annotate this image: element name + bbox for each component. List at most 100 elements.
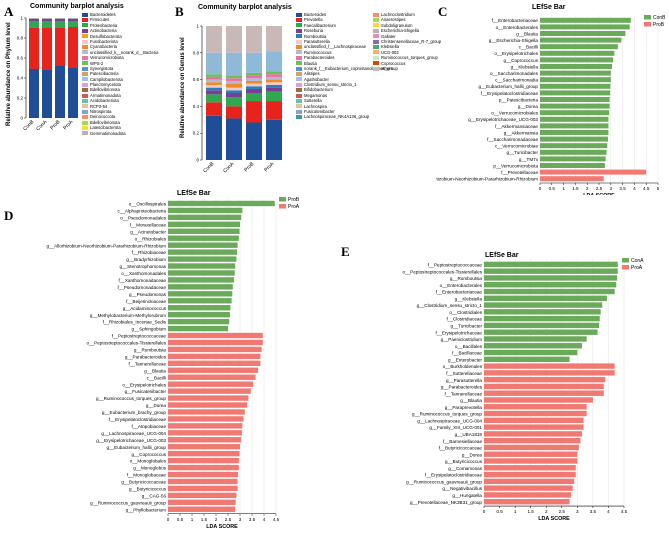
legend-a-swatch <box>82 61 88 66</box>
legend-b-item: Prevotella <box>296 17 398 22</box>
legend-a-text: Fusobacteriota <box>90 38 118 44</box>
lefse-c-legend-swatch <box>644 22 651 27</box>
lefse-c-x-tick-label: 1 <box>562 186 565 191</box>
lefse-c-bar-label: o__Saccharimonadales <box>490 71 539 76</box>
lefse-d-legend-swatch <box>279 204 286 209</box>
lefse-c-bar <box>540 50 615 56</box>
lefse-e-bar-label: o__Enterobacterales <box>440 283 483 288</box>
lefse-d-bar-label: f__Rhizobiales_Incertae_Sedis <box>103 320 167 325</box>
legend-b-text: Parabacteroides <box>304 55 335 61</box>
panel-c-label: C <box>438 4 448 19</box>
lefse-d-bar <box>168 437 242 443</box>
legend-b-item: Blautia <box>296 61 398 66</box>
lefse-d-bar-label: f__Pseudomonadaceae <box>117 285 166 290</box>
legend-a-text: Verrucomicrobiota <box>90 55 124 61</box>
bar-segment <box>246 86 262 89</box>
lefse-e-bar-label: g__UBA1819 <box>455 432 483 437</box>
legend-b-swatch <box>296 115 302 120</box>
legend-a-swatch <box>82 125 88 130</box>
legend-b-item: Anaerostipes <box>373 17 441 22</box>
lefse-c-bar-label: c__Saccharimonadia <box>495 78 538 83</box>
legend-b-item: Escherichia-Shigella <box>373 28 441 33</box>
legend-a-swatch <box>82 115 88 120</box>
legend-b-swatch <box>296 77 302 82</box>
lefse-c-bar-label: f__Saccharimonadaceae <box>487 137 538 142</box>
lefse-d-bar <box>168 353 261 360</box>
y-tick-label: 0.6 <box>193 77 200 82</box>
lefse-d-bar <box>168 228 240 234</box>
lefse-c-bar <box>540 70 611 76</box>
lefse-c-x-tick-label: 1.5 <box>572 186 579 191</box>
y-tick-label: 0.6 <box>17 56 24 61</box>
bar-segment <box>206 26 222 53</box>
bar-segment <box>206 90 222 95</box>
lefse-c-bar <box>540 116 609 122</box>
y-tick-label: 0.8 <box>17 36 24 41</box>
legend-a-text: Bdellovibrionota <box>90 87 120 93</box>
lefse-d-bar-label: g__Acidaminococcus <box>123 306 167 311</box>
legend-a-item: Acidobacteriota <box>82 98 158 103</box>
lefse-c-bar <box>540 90 611 96</box>
bar-segment <box>226 26 242 53</box>
lefse-e-x-tick-label: 2 <box>545 509 548 514</box>
lefse-e-bar-label: g__Lachnospiraceae_UCG-004 <box>417 418 482 423</box>
legend-a-item: RCP2-54 <box>82 104 158 109</box>
bar-segment <box>68 68 78 118</box>
legend-a-text: WPS-2 <box>90 60 104 66</box>
lefse-e-bar <box>484 288 615 295</box>
lefse-d-bar <box>168 311 230 318</box>
lefse-c-bar <box>540 97 610 102</box>
legend-a-text: Firmicutes <box>90 17 110 23</box>
lefse-e-legend-label: ProA <box>631 265 643 271</box>
lefse-e-bar-label: g__Blautia <box>460 398 482 403</box>
legend-a-text: Synergistota <box>90 65 114 71</box>
bar-segment <box>246 88 262 93</box>
lefse-d-bar <box>168 506 236 512</box>
lefse-e-bar-label: g__Paraprevotella <box>445 405 483 410</box>
lefse-c-bar <box>540 130 609 135</box>
lefse-d-bar <box>168 464 239 471</box>
legend-b-swatch <box>296 34 302 39</box>
legend-a-text: Gemmatimonadota <box>90 130 126 136</box>
lefse-e-bar-label: g__Ruminococcus_torques_group <box>412 412 482 417</box>
lefse-d-bar-label: o__Oscillospirales <box>129 202 167 207</box>
bar-segment <box>226 106 242 119</box>
lefse-d-bar <box>168 325 228 332</box>
bar-segment <box>55 18 65 19</box>
lefse-c-bar-label: g__Escherichia-Shigella <box>489 38 539 43</box>
legend-b-swatch <box>296 98 302 103</box>
lefse-d-bar-label: f__Beijerinckiaceae <box>126 299 166 304</box>
lefse-d-bar-label: g__CAG-56 <box>142 493 167 498</box>
legend-b-item: Subdoligranulum <box>373 23 441 28</box>
bar-segment <box>246 52 262 73</box>
bar-segment <box>42 18 52 19</box>
legend-a-text: Armatimonadota <box>90 92 121 98</box>
legend-a-item: Armatimonadota <box>82 93 158 98</box>
lefse-e-bar-label: g__Butyricicoccus <box>445 459 483 464</box>
lefse-d-bar-label: o__Pseudomonadales <box>120 215 166 220</box>
legend-a-item: Planctomycetota <box>82 82 158 87</box>
legend-b-swatch <box>296 93 302 98</box>
lefse-d-bar-label: g__Lachnospiraceae_UCG-004 <box>101 431 166 436</box>
legend-a-item: unclassified_k__norank_d__Bacteria <box>82 50 158 55</box>
bar-segment <box>29 21 39 28</box>
bar-segment <box>206 82 222 85</box>
lefse-e-x-tick-label: 3.5 <box>590 509 597 514</box>
lefse-d-bar-label: g__Monoglobus <box>133 466 166 471</box>
lefse-e-bar <box>484 465 576 471</box>
lefse-e-bar <box>484 437 581 444</box>
legend-b-text: Faecalibacterium <box>304 22 336 28</box>
lefse-e-legend-swatch <box>622 265 629 270</box>
lefse-e-bar-label: f__Sutterellaceae <box>446 371 482 376</box>
lefse-e-bar <box>484 282 617 288</box>
lefse-c-bar-label: g__Akkermansia <box>504 130 539 135</box>
legend-a-text: unclassified_k__norank_d__Bacteria <box>90 49 159 55</box>
legend-a-swatch <box>82 66 88 71</box>
lefse-d-bar-label: g__Sphingobium <box>132 327 167 332</box>
lefse-d-bar-label: g__Acinetobacter <box>130 229 166 234</box>
bar-segment <box>266 84 282 88</box>
lefse-d-legend-label: ProB <box>288 197 300 203</box>
lefse-e-bar-label: g__Negativibacillus <box>442 486 482 491</box>
legend-a-item: Gemmatimonadota <box>82 131 158 136</box>
lefse-c-bar <box>540 64 612 69</box>
